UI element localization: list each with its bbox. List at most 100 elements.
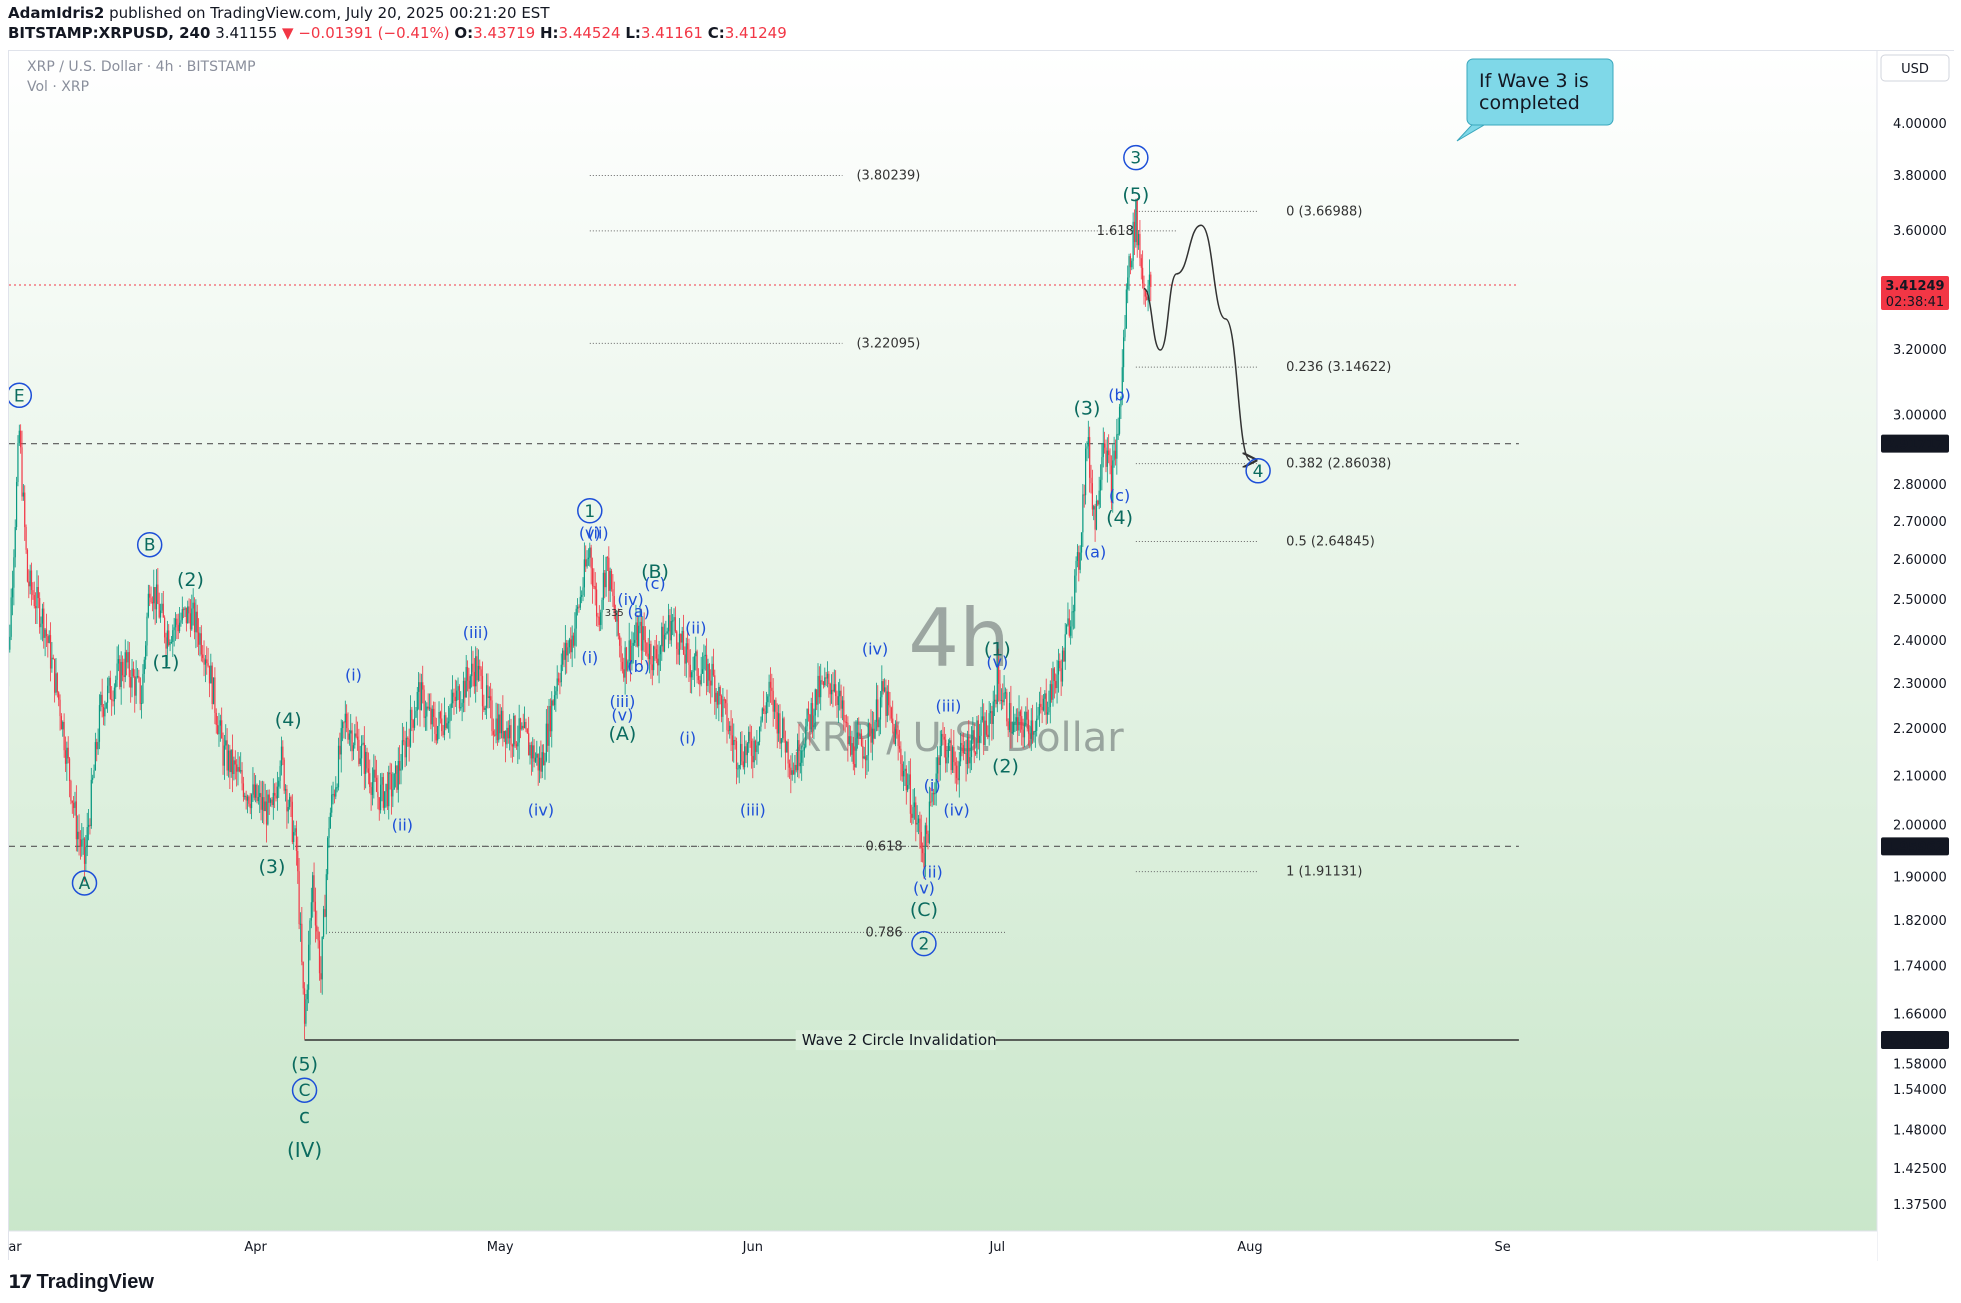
candle-body bbox=[557, 678, 560, 682]
wave-label-minor: (iii) bbox=[609, 692, 635, 711]
price-badge[interactable] bbox=[1881, 837, 1949, 856]
price-badge[interactable] bbox=[1881, 275, 1949, 310]
fib-level-label: 0.5 (2.64845) bbox=[1286, 534, 1375, 549]
candle-body bbox=[1110, 465, 1112, 503]
candle-body bbox=[196, 611, 198, 633]
price-badge[interactable] bbox=[1881, 1031, 1949, 1050]
y-tick-label: 1.37500 bbox=[1893, 1198, 1947, 1213]
candle-body bbox=[477, 665, 480, 681]
candle-body bbox=[441, 718, 443, 732]
candle-body bbox=[1093, 506, 1095, 510]
candle-body bbox=[48, 635, 50, 643]
currency-button[interactable] bbox=[1880, 54, 1950, 82]
callout-box[interactable] bbox=[1466, 58, 1614, 126]
candle-body bbox=[58, 692, 60, 700]
candle-body bbox=[453, 692, 455, 697]
candle-body bbox=[742, 761, 744, 768]
candle-body bbox=[639, 621, 641, 626]
candle-body bbox=[408, 739, 410, 747]
candle-body bbox=[936, 757, 939, 774]
candle-body bbox=[37, 586, 39, 599]
fib-level-label: (3.80239) bbox=[856, 168, 920, 183]
candle-body bbox=[609, 570, 611, 591]
y-tick-label: 1.54000 bbox=[1893, 1083, 1947, 1098]
symbol-label: BITSTAMP:XRPUSD, 240 bbox=[8, 24, 211, 42]
candle-body bbox=[257, 797, 259, 802]
candle-body bbox=[970, 739, 973, 758]
candle-body bbox=[715, 692, 717, 702]
candle-body bbox=[310, 902, 312, 921]
wave-label-minor: (iv) bbox=[617, 590, 643, 609]
legend-volume[interactable]: Vol · XRP bbox=[27, 79, 90, 95]
candle-body bbox=[369, 773, 371, 787]
publisher-name[interactable]: AdamIdris2 bbox=[8, 4, 105, 22]
candle-body bbox=[913, 802, 916, 808]
legend-title[interactable]: XRP / U.S. Dollar · 4h · BITSTAMP bbox=[27, 59, 256, 75]
tradingview-logo[interactable]: 17 TradingView bbox=[8, 1270, 154, 1294]
candle-body bbox=[879, 697, 882, 720]
candle-body bbox=[1146, 296, 1148, 301]
candle-body bbox=[432, 708, 435, 717]
candle-body bbox=[85, 846, 87, 864]
candle-body bbox=[693, 656, 695, 671]
candle-body bbox=[283, 759, 285, 791]
candle-body bbox=[280, 746, 283, 767]
candle-body bbox=[923, 853, 925, 867]
fib-level-label: (3.22095) bbox=[856, 336, 920, 351]
candle-body bbox=[847, 722, 849, 745]
candle-body bbox=[83, 838, 86, 864]
candle-body bbox=[628, 640, 630, 662]
candle-body bbox=[108, 677, 110, 686]
candle-body bbox=[734, 740, 736, 742]
candle-body bbox=[483, 706, 485, 711]
wave-label-minor: (iv) bbox=[528, 801, 554, 820]
candle-body bbox=[1007, 721, 1009, 730]
candle-body bbox=[606, 557, 609, 559]
candle-body bbox=[689, 664, 691, 678]
candle-body bbox=[223, 745, 226, 766]
candle-body bbox=[791, 770, 793, 775]
candle-body bbox=[723, 699, 725, 701]
candle-body bbox=[191, 608, 193, 630]
candle-body bbox=[836, 696, 838, 706]
candle-body bbox=[761, 708, 763, 721]
candle-body bbox=[293, 832, 295, 843]
candle-body bbox=[115, 679, 117, 688]
candle-body bbox=[1000, 699, 1002, 701]
candle-body bbox=[151, 601, 154, 604]
candle-body bbox=[26, 549, 29, 582]
candle-body bbox=[1036, 718, 1038, 731]
candle-body bbox=[1014, 721, 1016, 724]
candle-body bbox=[426, 706, 428, 717]
candle-body bbox=[830, 689, 833, 695]
candle-body bbox=[1010, 703, 1012, 733]
candle-body bbox=[119, 659, 121, 688]
candle-body bbox=[302, 961, 304, 989]
high-label: H: bbox=[539, 24, 559, 42]
candle-body bbox=[333, 793, 336, 797]
wave-label-green: (2) bbox=[992, 756, 1019, 778]
candle-body bbox=[938, 757, 940, 766]
candle-body bbox=[1029, 733, 1031, 739]
candle-body bbox=[460, 707, 462, 709]
candle-body bbox=[764, 711, 766, 715]
projection-path[interactable] bbox=[1143, 224, 1250, 460]
price-badge[interactable] bbox=[1881, 434, 1949, 453]
y-tick-label: 1.48000 bbox=[1893, 1123, 1947, 1138]
publisher-line: AdamIdris2 published on TradingView.com,… bbox=[8, 4, 550, 22]
candle-body bbox=[571, 635, 573, 653]
candle-body bbox=[1040, 703, 1042, 708]
candle-body bbox=[271, 799, 273, 806]
candle-body bbox=[1113, 450, 1115, 461]
candle-body bbox=[802, 750, 804, 752]
candle-body bbox=[877, 699, 879, 728]
candle-body bbox=[513, 715, 515, 747]
candle-body bbox=[957, 778, 959, 781]
candle-body bbox=[396, 765, 398, 790]
candle-body bbox=[418, 682, 420, 692]
chart-frame[interactable]: 4h XRP / U.S. Dollar Wave 2 Circle Invali… bbox=[8, 50, 1955, 1261]
candle-body bbox=[1021, 716, 1023, 730]
candle-body bbox=[424, 716, 427, 718]
candle-body bbox=[279, 766, 281, 781]
